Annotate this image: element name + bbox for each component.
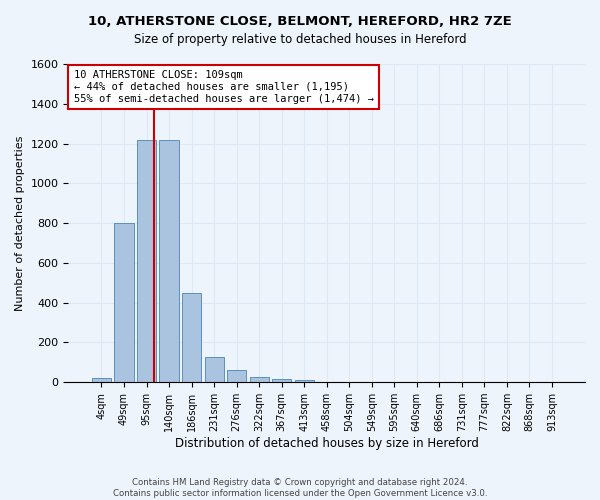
Bar bbox=[205, 358, 224, 382]
Text: Size of property relative to detached houses in Hereford: Size of property relative to detached ho… bbox=[134, 32, 466, 46]
Bar bbox=[227, 370, 246, 382]
Bar bbox=[160, 140, 179, 382]
Bar bbox=[272, 379, 291, 382]
Bar bbox=[295, 380, 314, 382]
Bar bbox=[137, 140, 156, 382]
Text: 10 ATHERSTONE CLOSE: 109sqm
← 44% of detached houses are smaller (1,195)
55% of : 10 ATHERSTONE CLOSE: 109sqm ← 44% of det… bbox=[74, 70, 374, 104]
Text: Contains HM Land Registry data © Crown copyright and database right 2024.
Contai: Contains HM Land Registry data © Crown c… bbox=[113, 478, 487, 498]
Text: 10, ATHERSTONE CLOSE, BELMONT, HEREFORD, HR2 7ZE: 10, ATHERSTONE CLOSE, BELMONT, HEREFORD,… bbox=[88, 15, 512, 28]
Bar bbox=[115, 223, 134, 382]
Bar bbox=[92, 378, 111, 382]
X-axis label: Distribution of detached houses by size in Hereford: Distribution of detached houses by size … bbox=[175, 437, 479, 450]
Bar bbox=[182, 292, 201, 382]
Y-axis label: Number of detached properties: Number of detached properties bbox=[15, 136, 25, 311]
Bar bbox=[250, 378, 269, 382]
